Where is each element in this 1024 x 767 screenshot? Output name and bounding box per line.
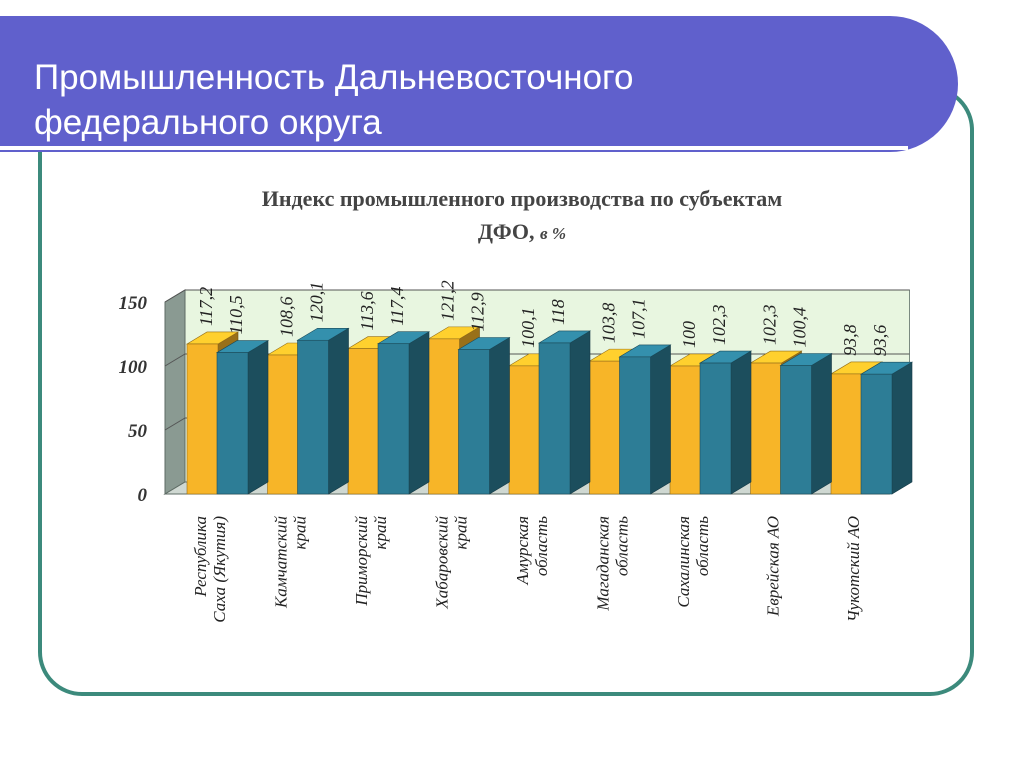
bar-front: [186, 343, 219, 495]
y-tick-label: 0: [138, 485, 148, 506]
page-title: Промышленность Дальневосточного федераль…: [34, 55, 914, 145]
category-label: область: [613, 516, 632, 576]
data-label: 118: [548, 299, 568, 325]
data-label: 102,3: [760, 305, 780, 346]
bar-side: [569, 330, 591, 495]
bar-front: [830, 373, 863, 495]
bar-front: [377, 343, 410, 495]
bar-front: [780, 365, 812, 495]
category-label: Чукотский АО: [844, 516, 863, 622]
bar-series-2: [376, 331, 431, 495]
bar-front: [669, 365, 702, 495]
bar-front: [267, 354, 299, 495]
category-label: Магаданская: [594, 516, 613, 612]
bar-front: [619, 356, 651, 495]
bar-series-2: [457, 336, 511, 495]
page-title-line-2: федерального округа: [34, 103, 382, 143]
chart-title-main: Индекс промышленного производства по суб…: [261, 186, 783, 211]
title-underline: [0, 146, 908, 150]
data-label: 117,4: [387, 287, 407, 326]
bar-side: [328, 327, 349, 495]
category-label: край: [452, 516, 471, 550]
data-label: 103,8: [599, 303, 619, 344]
bar-series-2: [698, 350, 753, 495]
bar-front: [750, 362, 782, 495]
chart-title-abbr: ДФО,: [477, 219, 535, 244]
category-label: Приморский: [352, 516, 371, 607]
chart-title: Индекс промышленного производства по суб…: [160, 182, 884, 250]
bar-series-2: [537, 330, 592, 495]
data-label: 108,6: [277, 296, 297, 337]
bar-side: [408, 331, 430, 495]
y-tick-label: 50: [128, 421, 148, 442]
data-label: 110,5: [226, 295, 246, 334]
bar-front: [347, 348, 380, 495]
bar-side: [489, 336, 510, 495]
bar-front: [458, 349, 490, 495]
bar-side: [650, 344, 671, 495]
data-label: 107,1: [629, 298, 649, 339]
bar-front: [860, 373, 893, 495]
category-label: область: [693, 516, 712, 576]
bar-front: [589, 360, 621, 495]
data-label: 100,1: [518, 307, 538, 348]
data-label: 93,8: [840, 324, 860, 356]
category-label: Саха (Якутия): [210, 516, 229, 623]
page-title-line-1: Промышленность Дальневосточного: [34, 58, 634, 98]
category-label: Республика: [191, 516, 210, 598]
bar-side: [891, 361, 913, 495]
gridline: [164, 289, 910, 303]
bar-series-2: [859, 361, 914, 495]
bar-front: [428, 338, 460, 495]
plot-side-wall: [164, 289, 186, 495]
data-label: 121,2: [438, 280, 458, 321]
bar-side: [247, 340, 269, 495]
data-label: 117,2: [196, 287, 216, 326]
y-tick-label: 100: [119, 357, 148, 378]
bar-series-2: [215, 340, 270, 495]
bar-front: [508, 365, 541, 495]
y-tick-label: 150: [119, 293, 148, 314]
category-label: край: [371, 516, 390, 550]
title-band: [0, 16, 958, 152]
category-label: Сахалинская: [674, 516, 693, 608]
category-label: Камчатский: [272, 516, 291, 610]
data-label: 100,4: [790, 307, 810, 348]
data-label: 93,6: [870, 325, 890, 357]
data-label: 102,3: [709, 305, 729, 346]
chart-title-unit: в %: [540, 224, 567, 243]
bar-side: [811, 352, 832, 495]
bar-front: [538, 342, 571, 495]
category-label: Хабаровский: [433, 516, 452, 610]
bar-series-2: [618, 344, 672, 495]
category-label: край: [291, 516, 310, 550]
bar-series-2: [779, 352, 833, 495]
category-label: Амурская: [513, 516, 532, 586]
data-label: 120,1: [307, 282, 327, 323]
category-label: область: [532, 516, 551, 576]
data-label: 112,9: [468, 292, 488, 331]
bar-front: [699, 362, 732, 495]
data-label: 113,6: [357, 291, 377, 330]
bar-side: [730, 350, 752, 495]
bar-front: [297, 339, 329, 495]
data-label: 100: [679, 321, 699, 348]
category-label: Еврейская АО: [764, 516, 783, 617]
bar-front: [216, 352, 249, 495]
bar-series-2: [296, 327, 350, 495]
